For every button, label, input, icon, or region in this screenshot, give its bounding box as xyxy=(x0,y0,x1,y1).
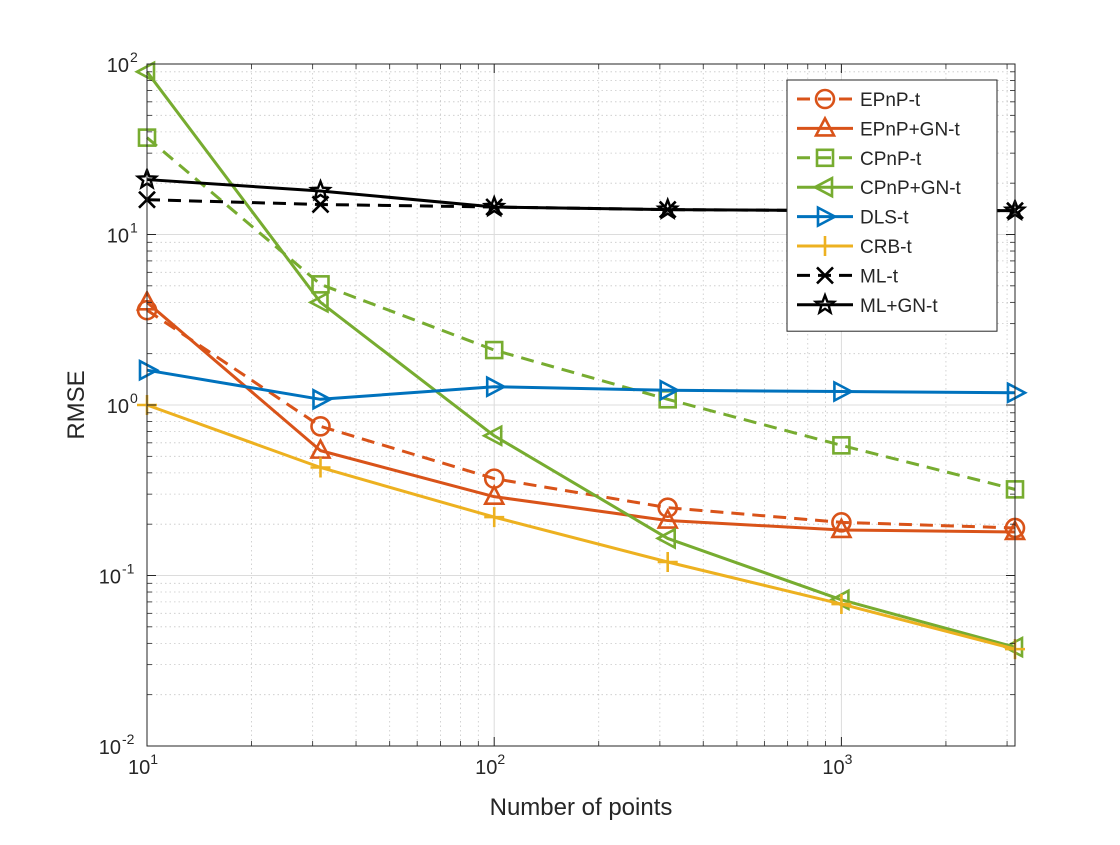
legend-box xyxy=(786,79,998,332)
marker-square xyxy=(311,275,330,294)
marker-triangle-right xyxy=(659,379,681,402)
marker-triangle-right xyxy=(138,359,160,382)
legend-item-crb-t: CRB-t xyxy=(797,236,912,258)
series-cpnp-gn-t xyxy=(134,60,1024,659)
series-line-epnp-gn-t xyxy=(146,301,1016,534)
marker-triangle-right xyxy=(833,380,855,403)
series-line-cpnp-t xyxy=(146,136,1016,491)
marker-plus xyxy=(484,507,505,528)
legend-label-dls-t: DLS-t xyxy=(860,208,909,229)
x-tick-exponent: 1 xyxy=(150,751,158,767)
legend-item-ml-gn-t: ML+GN-t xyxy=(797,291,938,317)
x-tick-exponent: 3 xyxy=(845,751,853,767)
y-tick-exponent: -1 xyxy=(122,561,135,577)
marker-triangle-right xyxy=(485,375,507,398)
marker-triangle-left xyxy=(307,291,329,314)
x-tick-exponent: 2 xyxy=(497,751,505,767)
marker-square xyxy=(832,436,851,455)
marker-star xyxy=(655,196,680,221)
legend-label-epnp-gn-t: EPnP+GN-t xyxy=(860,119,961,140)
marker-plus xyxy=(310,457,331,478)
legend-item-epnp-gn-t: EPnP+GN-t xyxy=(797,115,961,140)
marker-circle xyxy=(814,88,836,110)
marker-square xyxy=(815,148,835,168)
marker-square xyxy=(484,340,504,360)
marker-triangle-up xyxy=(830,517,853,539)
series-line-epnp-t xyxy=(146,308,1016,530)
marker-triangle-up xyxy=(656,507,679,529)
series-line-dls-t xyxy=(146,368,1016,401)
marker-triangle-up xyxy=(813,115,837,137)
y-tick-exponent: 0 xyxy=(130,390,138,406)
marker-triangle-right xyxy=(312,388,334,411)
series-line-crb-t xyxy=(146,403,1016,651)
marker-triangle-left xyxy=(134,60,156,83)
legend-label-ml-gn-t: ML+GN-t xyxy=(860,296,938,317)
legend-item-ml-t: ML-t xyxy=(797,266,899,287)
legend-item-cpnp-t: CPnP-t xyxy=(797,148,922,170)
x-axis-label: Number of points xyxy=(490,794,673,821)
legend-label-cpnp-t: CPnP-t xyxy=(860,149,922,170)
marker-triangle-left xyxy=(481,424,503,447)
y-tick-exponent: 1 xyxy=(130,220,138,236)
legend-item-dls-t: DLS-t xyxy=(797,205,909,229)
marker-triangle-left xyxy=(1002,635,1024,659)
series-line-cpnp-gn-t xyxy=(145,70,1016,649)
legend-label-cpnp-gn-t: CPnP+GN-t xyxy=(860,178,962,199)
marker-triangle-left xyxy=(812,176,834,199)
marker-triangle-right xyxy=(816,205,838,228)
marker-star xyxy=(812,291,838,316)
marker-plus xyxy=(831,594,852,615)
y-tick-exponent: 2 xyxy=(130,49,138,65)
marker-triangle-right xyxy=(1006,381,1028,404)
y-tick-exponent: -2 xyxy=(122,731,135,747)
marker-circle xyxy=(310,416,331,437)
legend-item-cpnp-gn-t: CPnP+GN-t xyxy=(797,176,962,199)
marker-circle xyxy=(657,497,678,518)
marker-star xyxy=(308,178,333,202)
series-dls-t xyxy=(138,359,1028,411)
legend-label-ml-t: ML-t xyxy=(860,266,899,287)
marker-plus xyxy=(815,236,835,256)
marker-triangle-left xyxy=(654,527,676,550)
y-axis-label: RMSE xyxy=(63,370,90,439)
series-layer xyxy=(134,60,1028,660)
marker-plus xyxy=(657,552,678,572)
legend-label-crb-t: CRB-t xyxy=(860,237,912,258)
legend-item-epnp-t: EPnP-t xyxy=(797,88,921,111)
legend-label-epnp-t: EPnP-t xyxy=(860,90,921,111)
marker-triangle-up xyxy=(483,483,506,505)
legend: EPnP-t EPnP+GN-t CPnP-t CPnP+GN-t DLS-t CRB-t… xyxy=(786,79,998,332)
marker-star xyxy=(481,194,507,218)
marker-x xyxy=(816,266,834,285)
